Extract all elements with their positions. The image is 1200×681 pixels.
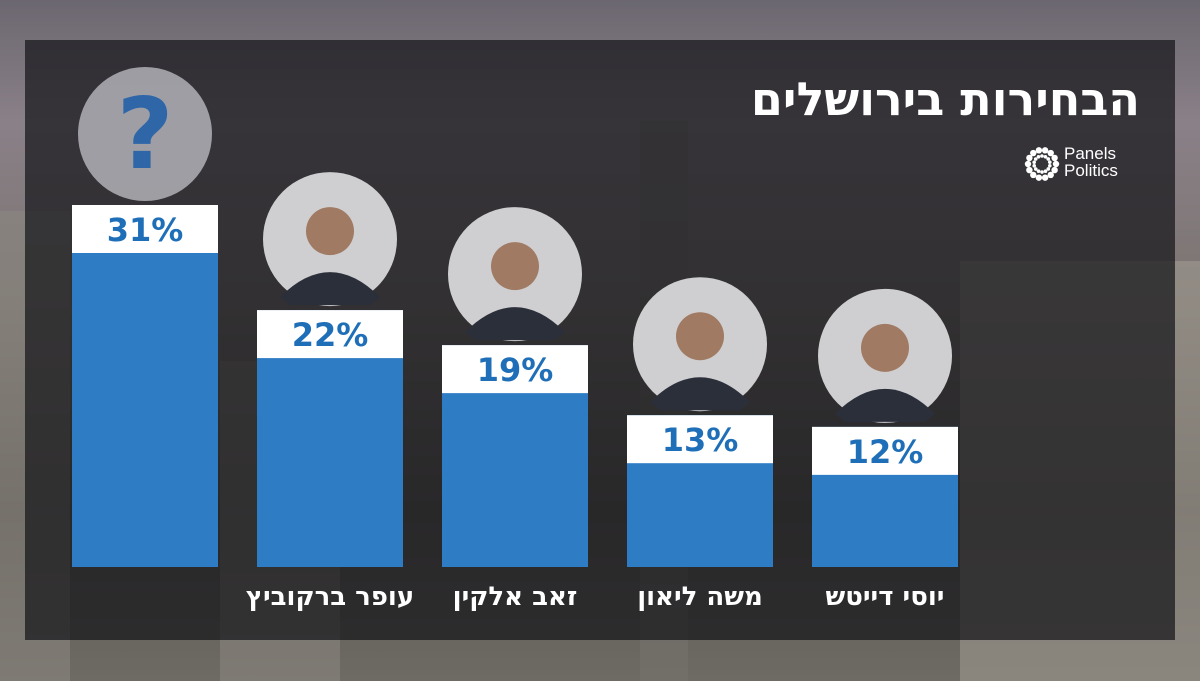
logo-line-2: Politics (1064, 161, 1118, 180)
data-label-5: 12% (847, 433, 924, 471)
candidate-head-3 (491, 242, 539, 291)
bar-label-box-1 (72, 205, 218, 253)
bar-1 (72, 205, 218, 567)
bar-label-box-2 (257, 310, 403, 359)
candidate-suit-2 (280, 272, 380, 306)
candidate-suit-5 (835, 388, 935, 422)
unknown-candidate-circle (78, 67, 212, 201)
bar-label-box-5 (812, 426, 958, 475)
data-label-2: 22% (292, 316, 369, 354)
panels-politics-logo: Panels Politics (1022, 142, 1142, 186)
question-mark: ? (117, 78, 174, 192)
data-label-4: 13% (662, 421, 739, 459)
data-label-3: 19% (477, 351, 554, 389)
candidate-head-4 (676, 312, 724, 361)
logo-line-1: Panels (1064, 144, 1116, 163)
bar-label-box-4 (627, 415, 773, 464)
category-label-4: משה ליאון (637, 582, 763, 612)
candidate-suit-3 (465, 307, 565, 341)
bar-label-box-3 (442, 345, 588, 394)
category-label-3: זאב אלקין (453, 582, 578, 612)
category-label-2: עופר ברקוביץ (246, 582, 414, 612)
candidate-suit-4 (650, 377, 750, 411)
candidate-head-5 (861, 323, 909, 372)
candidate-head-2 (306, 207, 354, 256)
category-label-5: יוסי דייטש (826, 582, 945, 612)
sunburst-logo-icon (1024, 147, 1060, 181)
chart-title: הבחירות בירושלים (750, 72, 1140, 126)
data-label-1: 31% (107, 211, 184, 249)
